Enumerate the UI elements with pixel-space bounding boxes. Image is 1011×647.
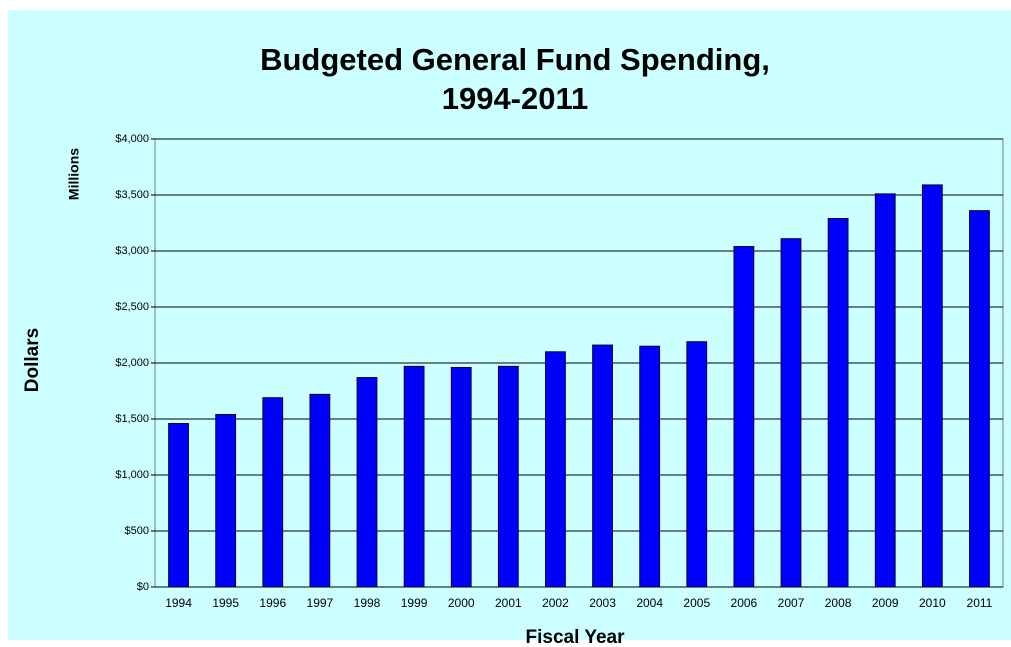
- bar: [403, 365, 425, 588]
- bar: [921, 184, 943, 588]
- x-axis-label: Fiscal Year: [526, 627, 626, 647]
- x-tick-label: 2005: [683, 596, 710, 610]
- bar: [450, 366, 472, 588]
- y-axis-label: Dollars: [22, 328, 43, 392]
- bar: [592, 344, 613, 588]
- y-tick-label: $1,500: [115, 413, 149, 425]
- y-tick-label: $500: [125, 525, 149, 537]
- bar: [545, 351, 566, 588]
- y-unit-label: Millions: [66, 148, 82, 200]
- y-tick-label: $4,000: [115, 133, 149, 145]
- bar: [969, 210, 990, 588]
- y-tick-label: $2,500: [115, 301, 149, 313]
- x-tick-label: 1999: [401, 596, 428, 610]
- bar: [686, 341, 708, 588]
- x-tick-label: 1995: [212, 596, 239, 610]
- x-tick-label: 2000: [448, 596, 475, 610]
- x-tick-label: 2008: [825, 596, 852, 610]
- bar: [639, 345, 661, 588]
- x-tick-label: 1997: [307, 596, 334, 610]
- x-tick-label: 1994: [165, 596, 192, 610]
- y-tick-label: $0: [137, 581, 149, 593]
- bar: [780, 238, 802, 588]
- x-tick-label: 2003: [589, 596, 616, 610]
- y-tick-label: $3,500: [115, 189, 149, 201]
- bar: [215, 414, 237, 588]
- x-tick-label: 2001: [495, 596, 522, 610]
- x-tick-label: 2011: [967, 596, 993, 610]
- x-tick-label: 2009: [872, 596, 899, 610]
- x-tick-label: 2006: [731, 596, 758, 610]
- bar: [168, 422, 189, 588]
- chart-title: Budgeted General Fund Spending,: [260, 42, 770, 77]
- y-tick-label: $1,000: [115, 469, 149, 481]
- x-tick-label: 2010: [919, 596, 946, 610]
- y-tick-label: $2,000: [115, 357, 149, 369]
- chart-subtitle: 1994-2011: [442, 81, 589, 116]
- x-tick-label: 2002: [542, 596, 569, 610]
- bar: [356, 377, 378, 588]
- bar: [827, 218, 849, 588]
- y-tick-label: $3,000: [115, 245, 149, 257]
- x-tick-label: 2004: [636, 596, 663, 610]
- x-tick-label: 1996: [259, 596, 286, 610]
- bar: [262, 397, 284, 588]
- bar: [874, 193, 896, 588]
- bar: [733, 246, 755, 588]
- bar: [497, 365, 519, 588]
- x-tick-label: 2007: [778, 596, 805, 610]
- bar: [309, 393, 331, 588]
- x-tick-label: 1998: [354, 596, 381, 610]
